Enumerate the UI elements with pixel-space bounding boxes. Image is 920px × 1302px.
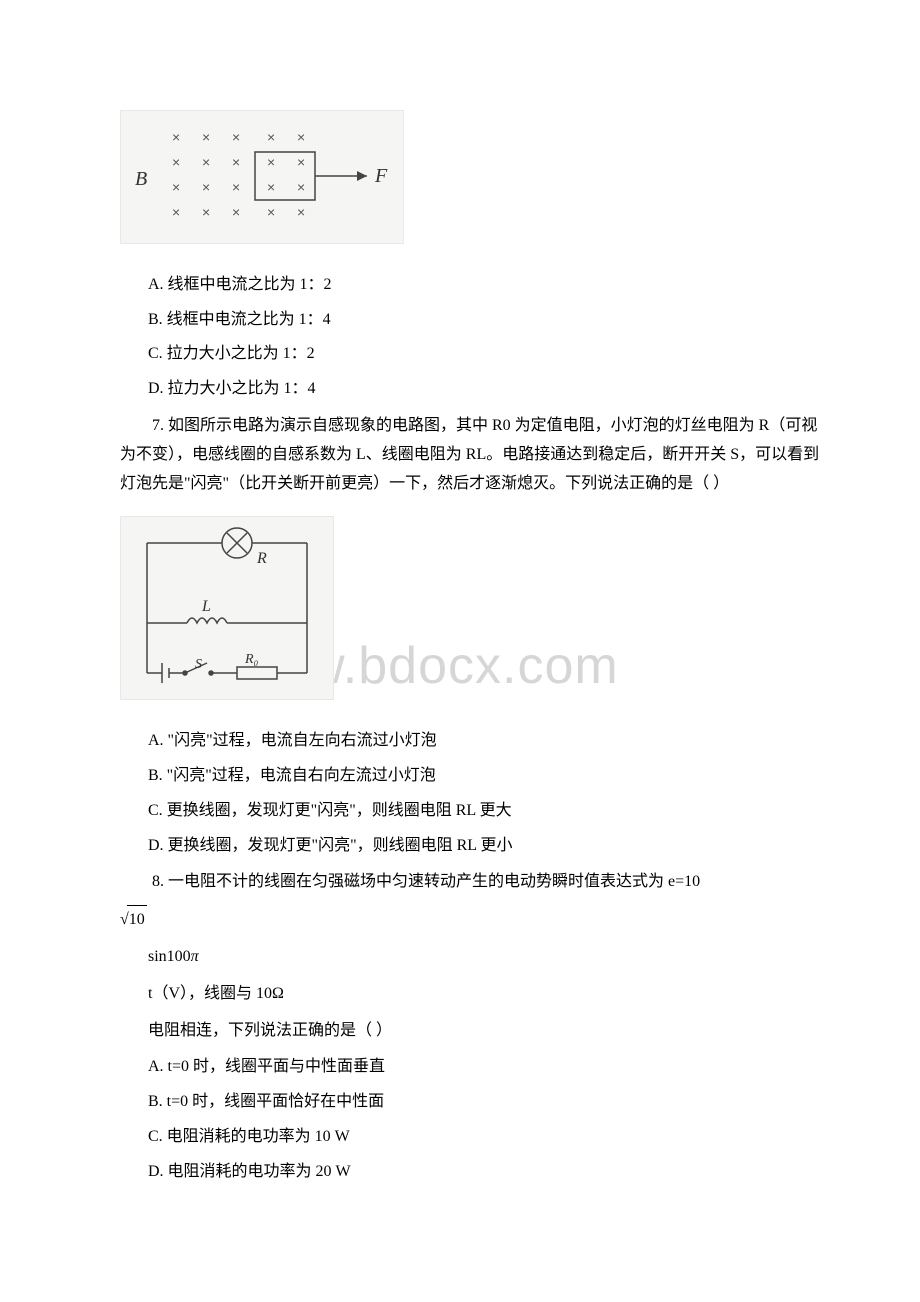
q7-option-a: A. "闪亮"过程，电流自左向右流过小灯泡 bbox=[148, 727, 830, 756]
q8-stem-line1: 8. 一电阻不计的线圈在匀强磁场中匀速转动产生的电动势瞬时值表达式为 e=10 bbox=[120, 868, 830, 897]
q6-option-b: B. 线框中电流之比为 1：4 bbox=[148, 306, 830, 335]
svg-text:×: × bbox=[202, 179, 210, 195]
q6-option-c: C. 拉力大小之比为 1：2 bbox=[148, 340, 830, 369]
svg-text:S: S bbox=[195, 657, 202, 672]
q8-sin-text: sin100 bbox=[148, 948, 191, 965]
q8-sin-line: sin100π bbox=[148, 943, 830, 972]
q7-option-c: C. 更换线圈，发现灯更"闪亮"，则线圈电阻 RL 更大 bbox=[148, 797, 830, 826]
svg-text:×: × bbox=[172, 129, 180, 145]
svg-text:×: × bbox=[297, 204, 305, 220]
svg-text:×: × bbox=[232, 204, 240, 220]
q8-option-c: C. 电阻消耗的电功率为 10 W bbox=[148, 1123, 830, 1152]
svg-text:×: × bbox=[172, 179, 180, 195]
svg-text:F: F bbox=[374, 165, 388, 187]
svg-text:B: B bbox=[135, 168, 147, 190]
svg-text:×: × bbox=[232, 129, 240, 145]
svg-text:×: × bbox=[267, 204, 275, 220]
svg-text:×: × bbox=[202, 154, 210, 170]
q6-option-a: A. 线框中电流之比为 1：2 bbox=[148, 271, 830, 300]
svg-text:×: × bbox=[232, 154, 240, 170]
svg-text:R: R bbox=[256, 550, 267, 567]
q8-t-text: t（V），线圈与 10 bbox=[148, 985, 272, 1002]
q8-after-line: 电阻相连，下列说法正确的是（ ） bbox=[148, 1017, 830, 1046]
svg-text:×: × bbox=[202, 204, 210, 220]
svg-text:×: × bbox=[297, 154, 305, 170]
ohm-symbol: Ω bbox=[272, 985, 284, 1002]
svg-text:L: L bbox=[201, 598, 211, 615]
sqrt-radicand: 10 bbox=[127, 905, 147, 935]
q7-option-b: B. "闪亮"过程，电流自右向左流过小灯泡 bbox=[148, 762, 830, 791]
q8-sqrt-line: √10 bbox=[120, 905, 830, 935]
q8-option-d: D. 电阻消耗的电功率为 20 W bbox=[148, 1158, 830, 1187]
q7-stem: 7. 如图所示电路为演示自感现象的电路图，其中 R0 为定值电阻，小灯泡的灯丝电… bbox=[120, 412, 830, 498]
q7-figure: R L S R₀ bbox=[120, 516, 334, 700]
q8-t-line: t（V），线圈与 10Ω bbox=[148, 980, 830, 1009]
svg-text:×: × bbox=[202, 129, 210, 145]
svg-text:×: × bbox=[172, 154, 180, 170]
svg-text:×: × bbox=[297, 129, 305, 145]
q6-figure: B × × × × × × × × × × × × × × × × × × × × F bbox=[120, 110, 404, 244]
sqrt-symbol: √10 bbox=[120, 905, 147, 935]
document-content: B × × × × × × × × × × × × × × × × × × × × F A. 线框中电流之比为 … bbox=[90, 100, 830, 1187]
q6-option-d: D. 拉力大小之比为 1：4 bbox=[148, 375, 830, 404]
svg-text:×: × bbox=[267, 179, 275, 195]
svg-text:×: × bbox=[267, 154, 275, 170]
svg-text:×: × bbox=[172, 204, 180, 220]
svg-text:×: × bbox=[297, 179, 305, 195]
q7-option-d: D. 更换线圈，发现灯更"闪亮"，则线圈电阻 RL 更小 bbox=[148, 832, 830, 861]
q8-stem-prefix: 8. 一电阻不计的线圈在匀强磁场中匀速转动产生的电动势瞬时值表达式为 e=10 bbox=[152, 873, 700, 890]
svg-text:R₀: R₀ bbox=[244, 652, 259, 667]
svg-text:×: × bbox=[267, 129, 275, 145]
q8-option-a: A. t=0 时，线圈平面与中性面垂直 bbox=[148, 1053, 830, 1082]
q8-option-b: B. t=0 时，线圈平面恰好在中性面 bbox=[148, 1088, 830, 1117]
pi-symbol: π bbox=[191, 948, 199, 965]
svg-text:×: × bbox=[232, 179, 240, 195]
